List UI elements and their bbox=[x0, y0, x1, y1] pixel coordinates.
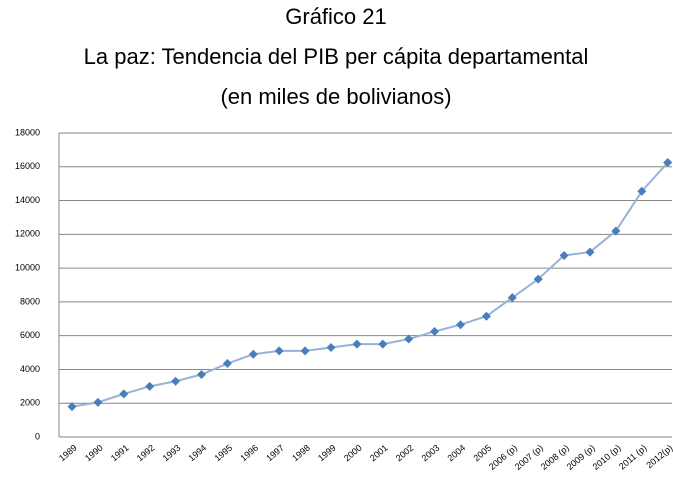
x-tick-label: 2009 (p) bbox=[565, 443, 597, 472]
x-tick-label: 1992 bbox=[135, 443, 157, 464]
y-tick-label: 6000 bbox=[20, 330, 40, 340]
data-point bbox=[637, 186, 647, 196]
y-tick-label: 10000 bbox=[15, 262, 40, 272]
x-tick-label: 2002 bbox=[394, 443, 416, 464]
data-point bbox=[119, 389, 129, 399]
x-tick-label: 1994 bbox=[187, 443, 209, 464]
x-tick-label: 1990 bbox=[83, 443, 105, 464]
data-point bbox=[93, 397, 103, 407]
chart-title: La paz: Tendencia del PIB per cápita dep… bbox=[84, 44, 589, 69]
data-point bbox=[171, 376, 181, 386]
x-tick-label: 2007 (p) bbox=[513, 443, 545, 472]
x-tick-label: 2005 bbox=[471, 443, 493, 464]
data-point bbox=[507, 293, 517, 303]
x-tick-label: 2004 bbox=[446, 443, 468, 464]
x-tick-label: 1998 bbox=[290, 443, 312, 464]
data-point bbox=[326, 342, 336, 352]
data-point bbox=[378, 339, 388, 349]
data-point bbox=[67, 402, 77, 412]
chart-title: Gráfico 21 bbox=[285, 4, 387, 29]
data-point bbox=[456, 320, 465, 330]
x-tick-label: 2011 (p) bbox=[617, 443, 649, 472]
x-tick-label: 2008 (p) bbox=[539, 443, 571, 472]
y-tick-label: 16000 bbox=[15, 161, 40, 171]
data-point bbox=[430, 326, 440, 336]
data-point bbox=[300, 346, 310, 356]
x-tick-label: 2003 bbox=[420, 443, 442, 464]
chart-title: (en miles de bolivianos) bbox=[220, 84, 451, 109]
data-point bbox=[481, 311, 491, 321]
data-point bbox=[585, 247, 595, 257]
y-tick-label: 2000 bbox=[20, 398, 40, 408]
data-point bbox=[611, 226, 621, 236]
data-point bbox=[663, 158, 673, 168]
x-tick-label: 1989 bbox=[57, 443, 79, 464]
data-line bbox=[71, 161, 669, 408]
data-point bbox=[222, 359, 232, 369]
y-tick-label: 18000 bbox=[15, 127, 40, 137]
data-point bbox=[274, 346, 284, 356]
x-tick-label: 1993 bbox=[161, 443, 183, 464]
x-tick-label: 1997 bbox=[264, 443, 286, 464]
data-point bbox=[197, 370, 206, 380]
data-point bbox=[559, 250, 569, 260]
x-tick-label: 1991 bbox=[109, 443, 131, 464]
x-tick-label: 1996 bbox=[238, 443, 260, 464]
y-tick-label: 4000 bbox=[20, 364, 40, 374]
x-tick-label: 2001 bbox=[368, 443, 390, 464]
data-point bbox=[145, 381, 155, 391]
data-point bbox=[404, 334, 414, 344]
data-point bbox=[533, 274, 543, 284]
y-tick-label: 14000 bbox=[15, 195, 40, 205]
x-tick-label: 2000 bbox=[342, 443, 364, 464]
y-tick-label: 8000 bbox=[20, 296, 40, 306]
data-point bbox=[352, 339, 362, 349]
x-tick-label: 1999 bbox=[316, 443, 338, 464]
data-point bbox=[248, 349, 258, 359]
x-tick-label: 1995 bbox=[212, 443, 234, 464]
y-tick-label: 12000 bbox=[15, 229, 40, 239]
x-tick-label: 2010 (p) bbox=[591, 443, 623, 472]
x-tick-label: 2006 (p) bbox=[487, 443, 519, 472]
x-tick-label: 2012(p) bbox=[644, 443, 673, 471]
y-tick-label: 0 bbox=[35, 431, 40, 441]
